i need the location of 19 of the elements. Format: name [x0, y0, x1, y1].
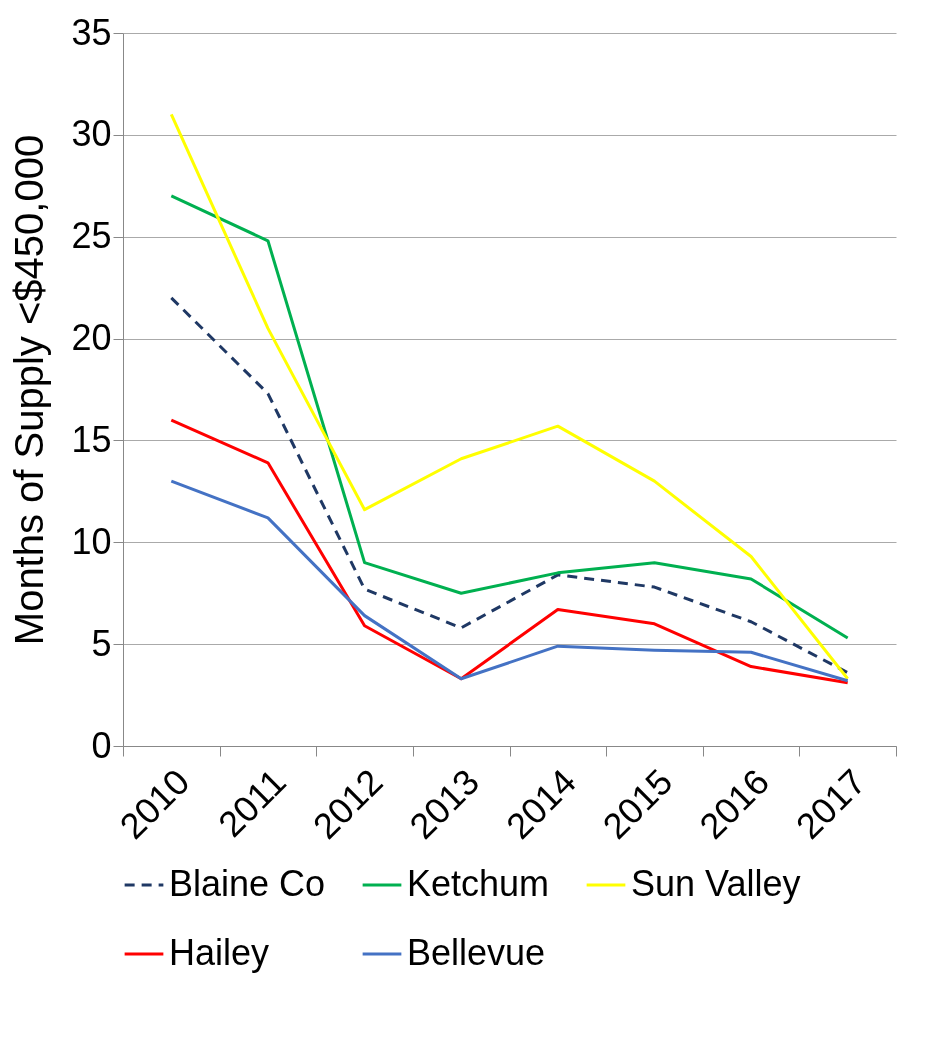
y-tick-label: 15 [71, 418, 112, 460]
line-series [169, 194, 850, 640]
legend-label: Blaine Co [169, 863, 326, 904]
line-series [169, 296, 850, 675]
line-series [169, 112, 850, 681]
line-series [169, 479, 850, 683]
y-tick-label: 35 [71, 11, 112, 53]
y-tick-label: 30 [71, 113, 112, 155]
y-axis-title: Months of Supply <$450,000 [7, 134, 52, 646]
y-tick-label: 25 [71, 215, 112, 257]
line-series [169, 418, 850, 685]
y-tick-label: 5 [91, 622, 112, 664]
legend-label: Bellevue [407, 932, 546, 973]
y-tick-label: 10 [71, 520, 112, 562]
legend-label: Hailey [169, 932, 270, 973]
legend-label: Ketchum [407, 863, 550, 904]
y-tick-label: 0 [91, 724, 112, 766]
legend-label: Sun Valley [631, 863, 801, 904]
y-tick-label: 20 [71, 317, 112, 359]
